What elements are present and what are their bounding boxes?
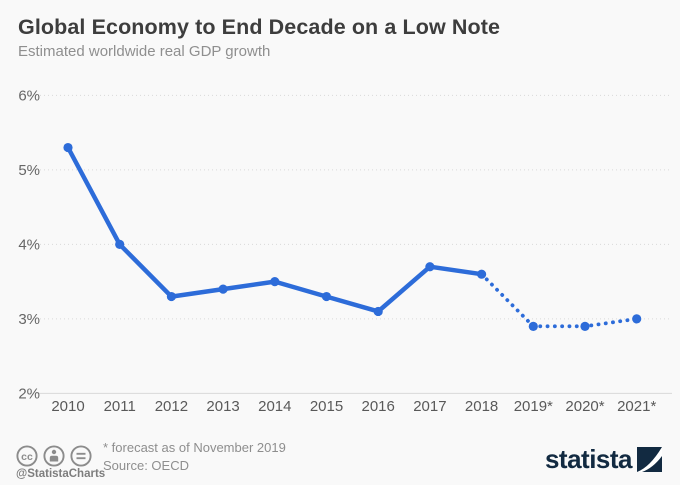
x-axis-tick-label: 2018 — [465, 398, 498, 415]
statista-charts-handle[interactable]: @StatistaCharts — [16, 468, 106, 480]
x-axis-tick-label: 2017 — [413, 398, 446, 415]
y-axis-tick-label: 2% — [18, 386, 40, 403]
y-axis-tick-label: 4% — [18, 237, 40, 254]
data-point-2012 — [166, 291, 176, 302]
line-chart-svg: 6% 5% 4% 3% 2% 2010 2011 2012 2013 2014 2015 2016 20… — [18, 88, 672, 415]
gdp-line-solid — [65, 145, 484, 314]
x-axis-tick-label: 2016 — [362, 398, 395, 415]
x-axis-tick-label: 2010 — [51, 398, 84, 415]
statista-logo-text: statista — [544, 444, 633, 474]
y-axis-tick-label: 5% — [18, 162, 40, 179]
cc-icon: cc — [16, 445, 38, 467]
attribution-icon — [43, 445, 65, 467]
gdp-line-chart: 6% 5% 4% 3% 2% 2010 2011 2012 2013 2014 2015 2016 20… — [0, 80, 680, 430]
svg-text:cc: cc — [21, 451, 33, 463]
nd-icon — [70, 445, 92, 467]
cc-license-icons[interactable]: cc — [16, 444, 96, 473]
x-axis-tick-label: 2012 — [155, 398, 188, 415]
data-point-2020 — [580, 321, 590, 331]
data-point-2019 — [528, 321, 538, 331]
data-point-2011 — [115, 239, 125, 249]
chart-subtitle: Estimated worldwide real GDP growth — [18, 43, 271, 60]
data-point-2013 — [218, 284, 228, 294]
x-axis-tick-label: 2020* — [565, 398, 604, 415]
data-point-2018 — [477, 269, 487, 279]
y-axis-tick-label: 3% — [18, 311, 40, 328]
data-point-2010 — [63, 142, 73, 153]
statista-logo[interactable]: statista — [544, 444, 662, 474]
data-point-2015 — [321, 291, 332, 302]
x-axis-tick-label: 2011 — [104, 398, 136, 415]
gdp-line-forecast-dotted — [479, 272, 639, 329]
x-axis-tick-label: 2014 — [258, 398, 291, 415]
chart-title: Global Economy to End Decade on a Low No… — [18, 15, 501, 39]
data-point-2021 — [632, 314, 642, 324]
footer: cc @StatistaCharts * forecast as of Nove… — [0, 436, 680, 485]
data-point-2016 — [373, 306, 383, 317]
forecast-footnote: * forecast as of November 2019 — [103, 440, 286, 455]
x-axis-tick-label: 2013 — [206, 398, 239, 415]
source-line: Source: OECD — [103, 458, 189, 473]
x-axis-tick-label: 2015 — [310, 398, 343, 415]
x-axis-tick-label: 2019* — [514, 398, 553, 415]
statista-logo-mark — [637, 447, 662, 472]
chart-notes: * forecast as of November 2019 Source: O… — [103, 439, 286, 475]
y-axis-tick-label: 6% — [18, 88, 40, 105]
data-point-2014 — [270, 277, 280, 287]
data-point-2017 — [425, 262, 435, 272]
x-axis-tick-label: 2021* — [617, 398, 656, 415]
